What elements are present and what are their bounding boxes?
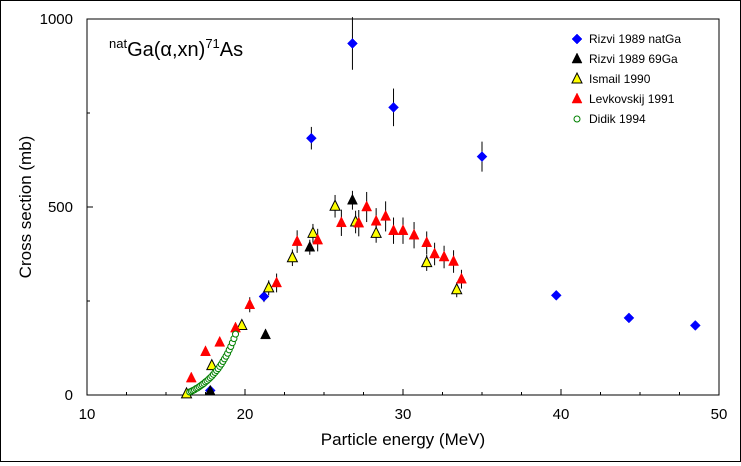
x-tick-label: 40	[553, 406, 570, 423]
data-point-series-2	[370, 226, 382, 238]
data-point-series-0	[550, 290, 562, 301]
data-point-series-3	[214, 335, 226, 347]
data-point-series-2	[329, 199, 341, 211]
data-point-series-3	[312, 233, 324, 245]
data-point-series-3	[438, 250, 450, 262]
data-point-series-2	[262, 280, 275, 293]
y-tick-label: 500	[48, 199, 73, 216]
x-tick-label: 10	[79, 406, 96, 423]
data-point-series-0	[306, 132, 317, 144]
legend-marker	[573, 115, 581, 123]
data-point-series-0	[258, 291, 270, 302]
legend-marker	[571, 92, 583, 104]
data-point-series-3	[361, 200, 373, 212]
data-point-series-2	[420, 255, 433, 268]
x-tick-label: 50	[711, 406, 728, 423]
data-point-series-2	[236, 318, 248, 330]
data-point-series-3	[271, 276, 283, 288]
data-point-series-3	[448, 254, 459, 266]
data-point-series-3	[291, 235, 303, 246]
data-point-series-3	[429, 247, 441, 259]
data-point-series-3	[200, 345, 211, 357]
x-tick-label: 20	[237, 406, 254, 423]
data-point-series-0	[476, 151, 488, 162]
data-point-series-2	[286, 250, 299, 263]
legend-label: Rizvi 1989 69Ga	[589, 52, 678, 66]
y-tick-label: 0	[65, 387, 73, 404]
data-point-series-3	[421, 236, 433, 247]
data-point-series-3	[185, 371, 197, 383]
data-point-series-3	[388, 224, 399, 235]
chart-title: natGa(α,xn)71As	[109, 36, 243, 61]
data-point-series-0	[388, 102, 399, 113]
x-axis-label: Particle energy (MeV)	[321, 430, 485, 449]
legend-marker	[571, 71, 583, 84]
data-point-series-3	[380, 209, 392, 221]
data-point-series-0	[347, 38, 358, 49]
data-point-series-0	[689, 320, 701, 331]
data-point-series-1	[347, 193, 358, 205]
data-point-series-3	[335, 216, 347, 228]
legend-label: Didik 1994	[589, 112, 646, 126]
legend-label: Ismail 1990	[589, 72, 651, 86]
data-point-series-3	[397, 224, 409, 235]
data-point-series-3	[456, 272, 467, 284]
legend-marker	[571, 33, 583, 45]
data-point-series-4	[232, 330, 240, 338]
data-point-series-2	[307, 226, 319, 238]
data-point-series-1	[260, 328, 271, 340]
x-tick-label: 30	[395, 406, 412, 423]
legend: Rizvi 1989 natGa Rizvi 1989 69Ga Ismail 19…	[571, 32, 681, 126]
data-point-series-2	[450, 282, 463, 295]
legend-marker	[571, 52, 583, 64]
data-point-series-2	[206, 358, 218, 371]
legend-label: Levkovskij 1991	[589, 92, 675, 106]
y-tick-label: 1000	[40, 11, 73, 28]
data-point-series-3	[370, 214, 382, 226]
data-point-series-3	[408, 228, 420, 240]
data-point-series-3	[353, 216, 365, 228]
data-point-series-3	[244, 298, 256, 310]
data-point-series-0	[623, 312, 635, 324]
legend-label: Rizvi 1989 natGa	[589, 32, 681, 46]
data-point-series-1	[304, 240, 316, 252]
y-axis-label: Cross section (mb)	[16, 136, 35, 279]
data-point-series-1	[204, 384, 216, 396]
